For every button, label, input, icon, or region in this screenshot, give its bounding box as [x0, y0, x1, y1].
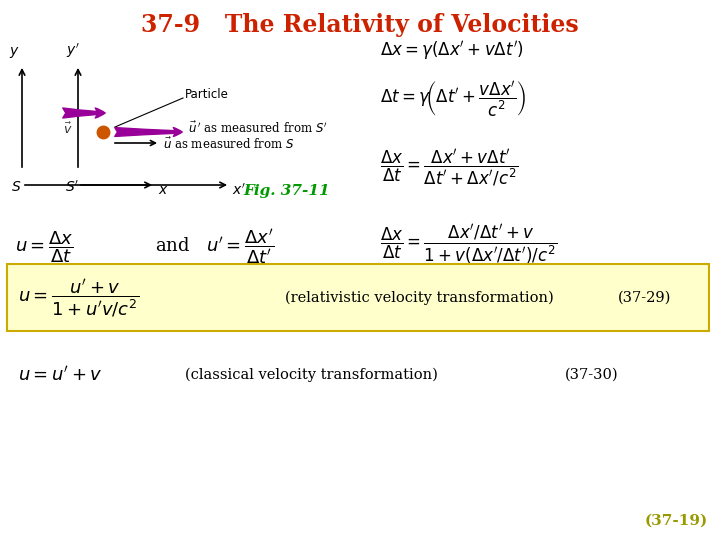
Text: 37-9   The Relativity of Velocities: 37-9 The Relativity of Velocities	[141, 13, 579, 37]
Text: $u = \dfrac{\Delta x}{\Delta t}$: $u = \dfrac{\Delta x}{\Delta t}$	[15, 229, 73, 265]
Text: (37-29): (37-29)	[618, 291, 671, 305]
Text: Particle: Particle	[185, 89, 229, 102]
Text: (37-19): (37-19)	[644, 514, 708, 528]
Text: (classical velocity transformation): (classical velocity transformation)	[185, 368, 438, 382]
Text: $y'$: $y'$	[66, 42, 80, 60]
FancyBboxPatch shape	[7, 264, 709, 331]
Text: $\vec{u}\,'$ as measured from $S'$: $\vec{u}\,'$ as measured from $S'$	[188, 120, 328, 136]
Text: $\Delta x = \gamma\left(\Delta x' + v\Delta t'\right)$: $\Delta x = \gamma\left(\Delta x' + v\De…	[380, 38, 524, 62]
Text: $S'$: $S'$	[65, 180, 79, 195]
Text: $\Delta t = \gamma\!\left(\Delta t' + \dfrac{v\Delta x'}{c^2}\right)$: $\Delta t = \gamma\!\left(\Delta t' + \d…	[380, 80, 526, 120]
Text: $\dfrac{\Delta x}{\Delta t} = \dfrac{\Delta x'/\Delta t' + v}{1 + v\left(\Delta : $\dfrac{\Delta x}{\Delta t} = \dfrac{\De…	[380, 223, 557, 267]
Text: $\vec{u}$ as measured from $S$: $\vec{u}$ as measured from $S$	[163, 137, 294, 152]
Text: (37-30): (37-30)	[565, 368, 618, 382]
Text: $u = u' + v$: $u = u' + v$	[18, 366, 103, 384]
Text: (relativistic velocity transformation): (relativistic velocity transformation)	[285, 291, 554, 305]
Text: $y$: $y$	[9, 45, 19, 60]
Text: $x$: $x$	[158, 183, 168, 197]
Text: Fig. 37-11: Fig. 37-11	[243, 184, 330, 198]
Text: $\vec{v}$: $\vec{v}$	[63, 122, 73, 137]
Text: $\dfrac{\Delta x}{\Delta t} = \dfrac{\Delta x' + v\Delta t'}{\Delta t' + \Delta : $\dfrac{\Delta x}{\Delta t} = \dfrac{\De…	[380, 147, 518, 188]
Text: $S$: $S$	[11, 180, 21, 194]
Text: $x'$: $x'$	[232, 183, 246, 198]
Text: and   $u' = \dfrac{\Delta x'}{\Delta t'}$: and $u' = \dfrac{\Delta x'}{\Delta t'}$	[155, 228, 274, 266]
Text: $u = \dfrac{u'+v}{1+u'v/c^2}$: $u = \dfrac{u'+v}{1+u'v/c^2}$	[18, 277, 139, 319]
